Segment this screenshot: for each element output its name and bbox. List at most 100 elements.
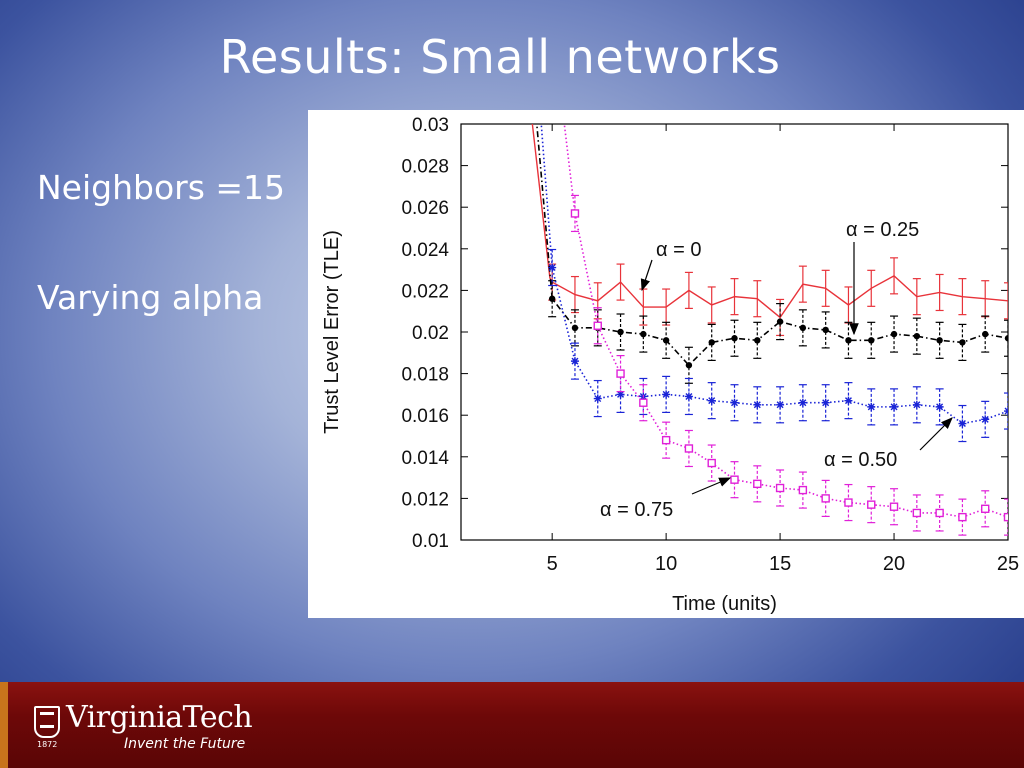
- data-point: [1004, 335, 1008, 342]
- data-point: [981, 415, 990, 424]
- series-annotation: α = 0.25: [846, 219, 919, 241]
- bullet-neighbors: Neighbors =15: [37, 168, 286, 207]
- data-point: [867, 500, 876, 509]
- data-point: [982, 330, 989, 338]
- data-point: [731, 335, 738, 342]
- data-point: [935, 508, 944, 518]
- data-point: [640, 330, 647, 338]
- data-point: [799, 324, 807, 332]
- y-tick-label: 0.018: [401, 365, 449, 386]
- y-tick-label: 0.02: [412, 323, 449, 344]
- data-point: [775, 483, 785, 493]
- x-tick-label: 10: [655, 553, 677, 575]
- series-annotation: α = 0.50: [824, 449, 897, 471]
- data-point: [753, 400, 762, 409]
- x-tick-label: 15: [769, 553, 791, 575]
- data-point: [959, 339, 966, 346]
- y-tick-label: 0.03: [412, 115, 449, 136]
- data-point: [890, 402, 899, 411]
- virginia-tech-logo: 1872 VirginiaTech Invent the Future: [34, 700, 264, 760]
- y-tick-label: 0.012: [401, 489, 449, 510]
- y-tick-label: 0.01: [412, 531, 449, 552]
- data-point: [821, 398, 830, 407]
- data-point: [958, 419, 967, 428]
- chart-panel: 0.01 0.012 0.014 0.016 0.018 0.02 0.022 0.024 0.…: [308, 110, 1024, 618]
- data-point: [845, 337, 852, 344]
- y-tick-label: 0.026: [401, 198, 449, 219]
- logo-year: 1872: [37, 740, 58, 749]
- data-point: [639, 398, 648, 407]
- shield-icon: [34, 706, 60, 738]
- data-point: [798, 485, 808, 495]
- y-tick-label: 0.024: [401, 240, 449, 261]
- data-point: [844, 498, 853, 507]
- series-0: [531, 124, 1008, 337]
- series-1: [535, 124, 1008, 384]
- data-point: [753, 479, 762, 489]
- data-point: [868, 337, 875, 344]
- data-point: [935, 402, 944, 411]
- data-point: [936, 337, 943, 344]
- data-point: [867, 402, 876, 411]
- logo-wordmark: VirginiaTech: [66, 700, 253, 735]
- data-point: [754, 337, 761, 344]
- x-tick-label: 5: [547, 553, 558, 575]
- series-line: [540, 124, 1008, 425]
- data-point: [616, 369, 625, 378]
- data-point: [685, 362, 693, 369]
- data-point: [707, 458, 716, 468]
- x-tick-label: 20: [883, 553, 905, 575]
- series-2: [540, 124, 1008, 443]
- y-tick-label: 0.014: [401, 448, 449, 469]
- data-point: [593, 394, 602, 403]
- y-tick-label: 0.022: [401, 281, 449, 302]
- data-point: [570, 357, 579, 366]
- x-axis-label: Time (units): [672, 593, 777, 615]
- data-point: [707, 396, 716, 405]
- y-tick-label: 0.016: [401, 406, 449, 427]
- data-point: [661, 435, 671, 445]
- data-point: [730, 398, 739, 407]
- data-point: [776, 318, 784, 325]
- series-line: [563, 124, 1008, 518]
- data-point: [889, 502, 899, 511]
- bullet-varying-alpha: Varying alpha: [37, 278, 264, 317]
- footer-bar: [0, 682, 1024, 768]
- series-annotation: α = 0.75: [600, 499, 673, 521]
- data-point: [548, 263, 557, 272]
- annotation-arrow: [691, 477, 732, 495]
- series-annotation: α = 0: [656, 239, 701, 261]
- data-point: [684, 392, 693, 401]
- x-tick-label: 25: [997, 553, 1019, 575]
- data-point: [730, 475, 739, 484]
- y-tick-label: 0.028: [401, 157, 449, 178]
- data-point: [684, 444, 694, 453]
- series-line: [531, 124, 1008, 319]
- data-point: [912, 400, 921, 409]
- annotation-arrow: [640, 259, 653, 292]
- data-point: [821, 494, 830, 503]
- data-point: [958, 512, 967, 522]
- data-point: [912, 508, 922, 518]
- series-line: [535, 124, 1008, 367]
- annotation-arrow: [919, 417, 953, 451]
- data-point: [981, 504, 990, 513]
- data-point: [776, 400, 785, 409]
- y-axis-label: Trust Level Error (TLE): [321, 230, 343, 434]
- data-point: [662, 390, 671, 399]
- data-point: [1003, 512, 1008, 522]
- data-point: [617, 328, 624, 336]
- data-point: [616, 390, 625, 399]
- series-3: [563, 124, 1008, 536]
- data-point: [570, 209, 580, 218]
- footer-accent: [0, 682, 8, 768]
- plot-area: [531, 124, 1008, 536]
- data-point: [890, 330, 898, 338]
- data-point: [798, 398, 807, 407]
- data-point: [1004, 407, 1008, 416]
- data-point: [571, 324, 579, 332]
- data-point: [708, 339, 715, 346]
- data-point: [662, 337, 670, 344]
- logo-tagline: Invent the Future: [124, 736, 246, 752]
- trust-level-error-chart: 0.01 0.012 0.014 0.016 0.018 0.02 0.022 0.024 0.…: [321, 115, 1019, 615]
